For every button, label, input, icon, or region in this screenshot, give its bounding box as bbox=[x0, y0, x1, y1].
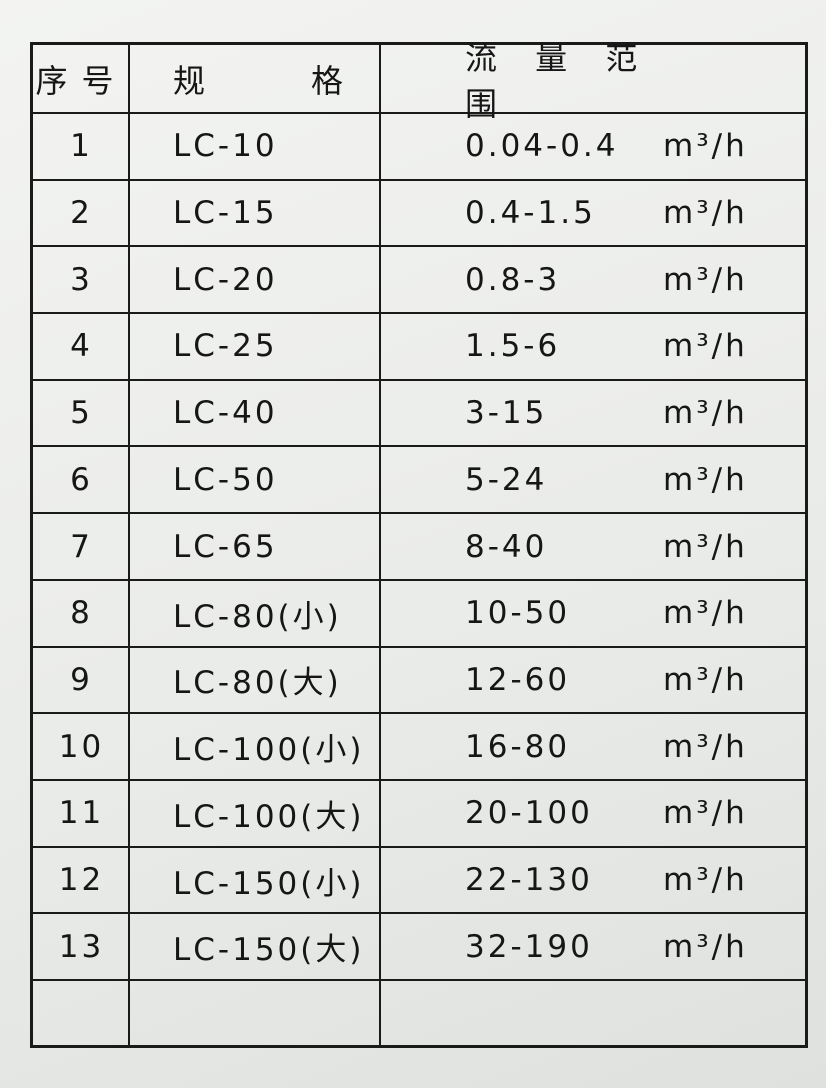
model-cell: LC-100(大) bbox=[173, 798, 365, 835]
unit-cell: m³/h bbox=[663, 261, 748, 298]
row-number: 12 bbox=[58, 862, 105, 899]
row-number: 10 bbox=[58, 728, 105, 765]
unit-cell bbox=[663, 981, 763, 1045]
unit-cell: m³/h bbox=[663, 328, 748, 365]
model-cell: LC-50 bbox=[173, 461, 278, 498]
row-number: 7 bbox=[70, 528, 93, 565]
flow-range-cell: 0.04-0.4 bbox=[465, 128, 619, 165]
row-number: 4 bbox=[70, 328, 93, 365]
flow-range-cell: 10-50 bbox=[465, 595, 571, 632]
table-row: 8 LC-80(小) 10-50 m³/h bbox=[33, 581, 805, 648]
column-divider bbox=[128, 45, 130, 1045]
flow-range-cell: 0.4-1.5 bbox=[465, 195, 596, 232]
flow-range-cell: 3-15 bbox=[465, 395, 548, 432]
model-cell: LC-20 bbox=[173, 261, 278, 298]
flow-range-cell: 5-24 bbox=[465, 461, 548, 498]
flow-range-cell: 20-100 bbox=[465, 795, 593, 832]
row-number: 5 bbox=[70, 395, 93, 432]
unit-cell: m³/h bbox=[663, 795, 748, 832]
flow-range-cell: 32-190 bbox=[465, 928, 593, 965]
model-cell: LC-150(大) bbox=[173, 932, 365, 969]
header-no: 序号 bbox=[35, 61, 128, 100]
table-row: 4 LC-25 1.5-6 m³/h bbox=[33, 314, 805, 381]
row-number: 2 bbox=[70, 195, 93, 232]
table-row: 12 LC-150(小) 22-130 m³/h bbox=[33, 848, 805, 915]
row-number: 9 bbox=[70, 661, 93, 698]
row-number: 13 bbox=[58, 928, 105, 965]
unit-cell: m³/h bbox=[663, 595, 748, 632]
row-number: 3 bbox=[70, 261, 93, 298]
table-row: 11 LC-100(大) 20-100 m³/h bbox=[33, 781, 805, 848]
model-cell: LC-100(小) bbox=[173, 732, 365, 769]
row-number: 6 bbox=[70, 461, 93, 498]
model-cell: LC-15 bbox=[173, 195, 278, 232]
header-row: 序号 规 格 流 量 范 围 bbox=[33, 38, 805, 123]
table-row: 7 LC-65 8-40 m³/h bbox=[33, 514, 805, 581]
flow-range-cell bbox=[465, 981, 665, 1045]
model-cell: LC-10 bbox=[173, 128, 278, 165]
row-number: 1 bbox=[70, 128, 93, 165]
row-number: 8 bbox=[70, 595, 93, 632]
model-cell: LC-150(小) bbox=[173, 865, 365, 902]
flow-range-cell: 22-130 bbox=[465, 862, 593, 899]
unit-cell: m³/h bbox=[663, 528, 748, 565]
header-flow-range: 流 量 范 围 bbox=[465, 38, 652, 123]
table-row: 13 LC-150(大) 32-190 m³/h bbox=[33, 914, 805, 982]
table-row: 6 LC-50 5-24 m³/h bbox=[33, 448, 805, 515]
flow-range-cell: 12-60 bbox=[465, 661, 571, 698]
flow-range-cell: 16-80 bbox=[465, 728, 571, 765]
unit-cell: m³/h bbox=[663, 661, 748, 698]
table-row: 3 LC-20 0.8-3 m³/h bbox=[33, 247, 805, 315]
model-cell bbox=[173, 981, 393, 1045]
table-row: 10 LC-100(小) 16-80 m³/h bbox=[33, 714, 805, 781]
table-row: 5 LC-40 3-15 m³/h bbox=[33, 381, 805, 448]
table-row: 2 LC-15 0.4-1.5 m³/h bbox=[33, 181, 805, 248]
flow-range-cell: 8-40 bbox=[465, 528, 548, 565]
model-cell: LC-25 bbox=[173, 328, 278, 365]
unit-cell: m³/h bbox=[663, 461, 748, 498]
table-row bbox=[33, 981, 805, 1045]
unit-cell: m³/h bbox=[663, 195, 748, 232]
row-number bbox=[33, 981, 130, 1045]
flow-range-table: 序号 规 格 流 量 范 围 1 LC-10 0.04-0.4 m³/h 2 LC-15 0.4-… bbox=[30, 38, 808, 1048]
unit-cell: m³/h bbox=[663, 128, 748, 165]
table-row: 1 LC-10 0.04-0.4 m³/h bbox=[33, 114, 805, 181]
model-cell: LC-65 bbox=[173, 528, 278, 565]
table-row: 9 LC-80(大) 12-60 m³/h bbox=[33, 648, 805, 715]
model-cell: LC-80(小) bbox=[173, 598, 342, 635]
unit-cell: m³/h bbox=[663, 862, 748, 899]
model-cell: LC-40 bbox=[173, 395, 278, 432]
model-cell: LC-80(大) bbox=[173, 665, 342, 702]
flow-range-cell: 0.8-3 bbox=[465, 261, 561, 298]
unit-cell: m³/h bbox=[663, 928, 748, 965]
column-divider bbox=[379, 45, 381, 1045]
flow-range-cell: 1.5-6 bbox=[465, 328, 561, 365]
unit-cell: m³/h bbox=[663, 395, 748, 432]
unit-cell: m³/h bbox=[663, 728, 748, 765]
header-model: 规 格 bbox=[173, 61, 358, 100]
row-number: 11 bbox=[58, 795, 105, 832]
